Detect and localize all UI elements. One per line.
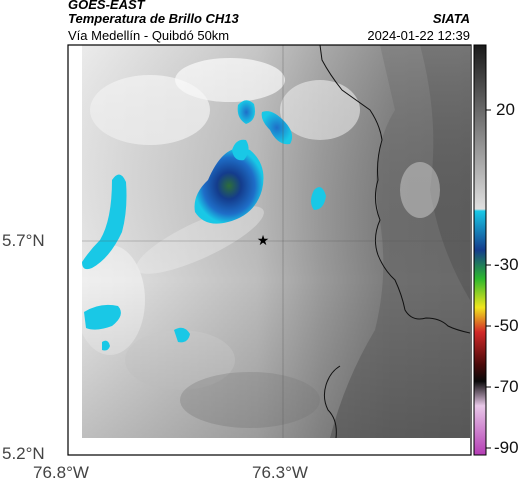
lat-tick: 5.7°N (2, 231, 45, 250)
colorbar (473, 44, 487, 456)
lon-tick: 76.3°W (252, 463, 308, 482)
colorbar-tick: -50 (494, 316, 519, 335)
map-border (67, 44, 472, 456)
border-line (319, 45, 470, 334)
lat-tick: 5.2°N (2, 444, 45, 463)
agency-label: SIATA (432, 11, 470, 26)
colorbar-tick: -30 (494, 255, 519, 274)
imagery-layer: ★ (82, 45, 470, 438)
colorbar-tick: -70 (494, 377, 519, 396)
colorbar-tick: -90 (494, 438, 519, 457)
lon-tick: 76.8°W (33, 463, 89, 482)
convective-cell-west (82, 174, 127, 270)
header: GOES-EAST Temperatura de Brillo CH13 Vía… (68, 0, 470, 45)
region-label: Vía Medellín - Quibdó 50km (68, 28, 230, 43)
convective-cell-main (194, 148, 264, 224)
location-star-icon: ★ (257, 233, 270, 249)
colorbar-tick: 20 (496, 100, 515, 119)
datetime-label: 2024-01-22 12:39 (367, 28, 470, 43)
product-title: Temperatura de Brillo CH13 (68, 11, 239, 26)
satellite-label: GOES-EAST (68, 0, 145, 12)
